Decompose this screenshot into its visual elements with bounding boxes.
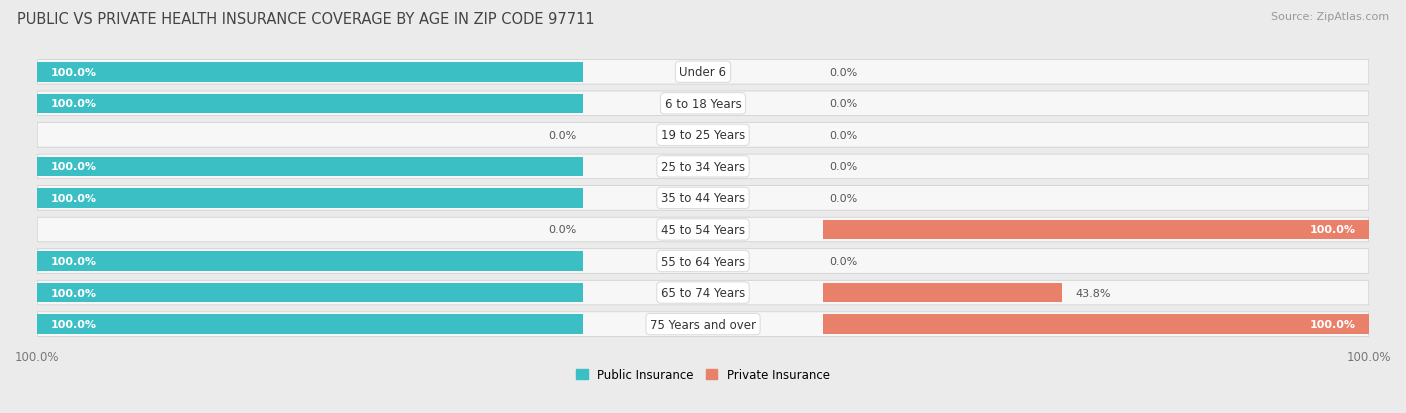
Text: 100.0%: 100.0% — [51, 319, 97, 329]
Text: PUBLIC VS PRIVATE HEALTH INSURANCE COVERAGE BY AGE IN ZIP CODE 97711: PUBLIC VS PRIVATE HEALTH INSURANCE COVER… — [17, 12, 595, 27]
Text: 0.0%: 0.0% — [830, 193, 858, 204]
Text: 0.0%: 0.0% — [830, 256, 858, 266]
Text: 45 to 54 Years: 45 to 54 Years — [661, 223, 745, 236]
Text: 0.0%: 0.0% — [830, 162, 858, 172]
Text: 100.0%: 100.0% — [51, 99, 97, 109]
Legend: Public Insurance, Private Insurance: Public Insurance, Private Insurance — [571, 363, 835, 386]
FancyBboxPatch shape — [37, 218, 1369, 242]
FancyBboxPatch shape — [37, 249, 1369, 274]
FancyBboxPatch shape — [37, 280, 1369, 305]
Text: 43.8%: 43.8% — [1076, 288, 1111, 298]
Bar — [823, 220, 1369, 240]
Text: 100.0%: 100.0% — [51, 288, 97, 298]
FancyBboxPatch shape — [37, 186, 1369, 211]
Text: 100.0%: 100.0% — [51, 193, 97, 204]
Text: 75 Years and over: 75 Years and over — [650, 318, 756, 331]
Text: 55 to 64 Years: 55 to 64 Years — [661, 255, 745, 268]
FancyBboxPatch shape — [37, 60, 1369, 85]
Text: 100.0%: 100.0% — [51, 68, 97, 78]
Bar — [37, 189, 583, 208]
Bar — [37, 252, 583, 271]
Text: Source: ZipAtlas.com: Source: ZipAtlas.com — [1271, 12, 1389, 22]
FancyBboxPatch shape — [37, 92, 1369, 116]
Bar — [823, 315, 1369, 334]
Text: 0.0%: 0.0% — [830, 68, 858, 78]
Text: 25 to 34 Years: 25 to 34 Years — [661, 161, 745, 173]
Text: 100.0%: 100.0% — [51, 256, 97, 266]
Text: 100.0%: 100.0% — [51, 162, 97, 172]
Text: 0.0%: 0.0% — [548, 131, 576, 140]
Text: 0.0%: 0.0% — [548, 225, 576, 235]
Text: 6 to 18 Years: 6 to 18 Years — [665, 97, 741, 111]
Text: 100.0%: 100.0% — [1309, 319, 1355, 329]
Text: 35 to 44 Years: 35 to 44 Years — [661, 192, 745, 205]
Text: 65 to 74 Years: 65 to 74 Years — [661, 286, 745, 299]
Bar — [37, 63, 583, 82]
FancyBboxPatch shape — [37, 155, 1369, 179]
FancyBboxPatch shape — [37, 312, 1369, 337]
Text: 0.0%: 0.0% — [830, 131, 858, 140]
Text: 19 to 25 Years: 19 to 25 Years — [661, 129, 745, 142]
Text: Under 6: Under 6 — [679, 66, 727, 79]
Bar — [823, 283, 1062, 303]
Bar — [37, 94, 583, 114]
Text: 0.0%: 0.0% — [830, 99, 858, 109]
Bar — [37, 283, 583, 303]
FancyBboxPatch shape — [37, 123, 1369, 148]
Text: 100.0%: 100.0% — [1309, 225, 1355, 235]
Bar — [37, 315, 583, 334]
Bar — [37, 157, 583, 177]
